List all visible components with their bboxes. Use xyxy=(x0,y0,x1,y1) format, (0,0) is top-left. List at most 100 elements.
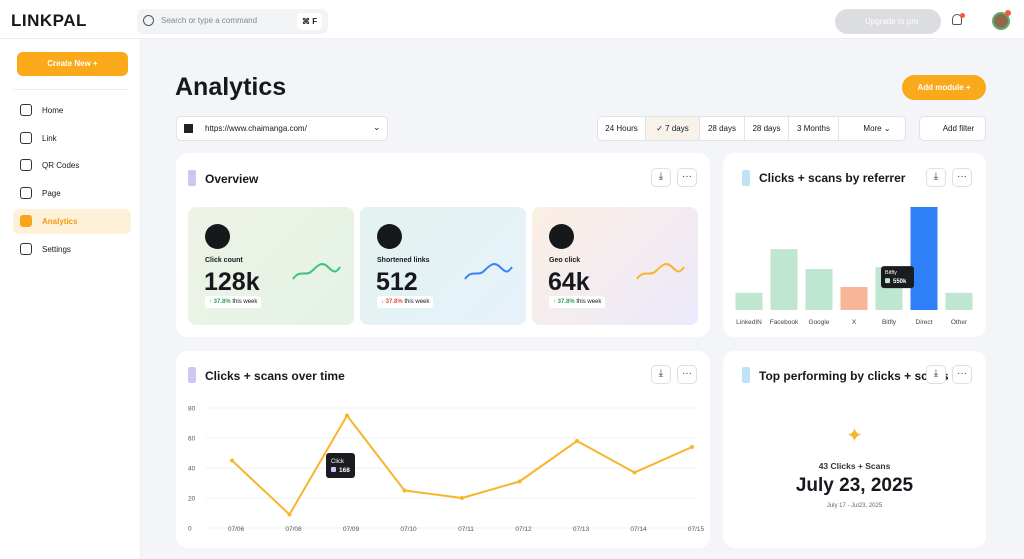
more-button[interactable]: More ⌄ xyxy=(838,116,906,141)
panel-mark xyxy=(742,367,750,383)
download-button[interactable]: ⤓ xyxy=(651,168,671,187)
nav-label: Analytics xyxy=(42,216,78,226)
panel-title: Clicks + scans by referrer xyxy=(759,171,906,185)
change-value: 37.8% xyxy=(213,299,231,305)
range-button[interactable]: 28 days xyxy=(699,116,745,141)
add-module-button[interactable]: Add module + xyxy=(902,75,986,100)
url: https://www.chaimanga.com/ xyxy=(205,124,307,133)
add-filter-button[interactable]: Add filter xyxy=(919,116,986,141)
card-icon xyxy=(549,224,574,249)
download-button[interactable]: ⤓ xyxy=(926,365,946,384)
card-value: 64k xyxy=(548,268,590,296)
url-select[interactable]: https://www.chaimanga.com/ ⌄ xyxy=(176,116,388,141)
point xyxy=(690,445,694,449)
badge xyxy=(960,13,965,18)
nav-icon xyxy=(20,187,32,200)
range-label: 3 Months xyxy=(797,124,830,133)
y-tick-label: 80 xyxy=(188,406,196,413)
timeline-panel: Clicks + scans over time ⤓ ··· 0 20 40 60 80… xyxy=(176,351,710,548)
nav-icon xyxy=(20,159,32,172)
y-tick-label: 60 xyxy=(188,436,196,443)
nav-icon xyxy=(20,104,32,116)
x-tick-label: 07/11 xyxy=(458,526,474,533)
point xyxy=(402,488,407,493)
change-period: this week xyxy=(576,299,602,305)
trend-arrow: ↓ xyxy=(381,299,386,305)
download-button[interactable]: ⤓ xyxy=(926,168,946,187)
sparkle-icon: ✦ xyxy=(846,425,863,447)
card-label: Geo click xyxy=(549,257,581,264)
add-filter-label: Add filter xyxy=(942,124,975,133)
tooltip-title: Bitfly xyxy=(885,270,897,276)
sparkline-path xyxy=(636,263,685,280)
nav-label: Home xyxy=(42,106,64,115)
sidebar: Create New + Home Link QR Codes Page Analyti… xyxy=(0,39,141,559)
x-tick-label: 07/15 xyxy=(688,526,705,533)
referrer-panel: Clicks + scans by referrer ⤓ ··· LinkedI… xyxy=(723,153,986,337)
range-button[interactable]: 28 days xyxy=(744,116,789,141)
x-tick-label: 07/08 xyxy=(285,526,302,533)
y-tick-label: 40 xyxy=(188,466,196,473)
point xyxy=(287,512,292,517)
nav-item[interactable]: Settings xyxy=(13,237,131,262)
referrer-chart: LinkedIN Facebook Google X Bitfly Direct Other… xyxy=(735,207,973,326)
point xyxy=(575,439,579,443)
tooltip-value: 168 xyxy=(339,467,350,474)
change-period: this week xyxy=(404,299,430,305)
nav-item[interactable]: Page xyxy=(13,181,131,206)
card-label: Click count xyxy=(205,257,243,264)
x-tick-label: 07/09 xyxy=(343,526,360,533)
x-tick-label: Bitfly xyxy=(882,319,897,326)
range-label: 24 Hours xyxy=(605,124,638,133)
more-button[interactable]: ··· xyxy=(677,168,697,187)
point xyxy=(632,470,637,475)
nav-item[interactable]: Link xyxy=(13,126,131,151)
panel-title: Overview xyxy=(205,172,259,186)
change-pill: ↓ 37.8% this week xyxy=(377,296,434,308)
tooltip xyxy=(326,453,355,478)
top-bar: LINKPAL Search or type a command ⌘ F Upg… xyxy=(0,0,1024,39)
nav-item[interactable]: Analytics xyxy=(13,208,131,234)
nav-item[interactable]: QR Codes xyxy=(13,153,131,178)
range-label: 7 days xyxy=(665,124,689,133)
logo[interactable]: LINKPAL xyxy=(11,11,87,30)
stat-card: Shortened links 512 ↓ 37.8% this week xyxy=(360,207,526,325)
x-tick-label: Direct xyxy=(916,319,933,326)
panel-title: Clicks + scans over time xyxy=(205,369,345,383)
nav-label: Link xyxy=(42,133,57,143)
chevron: ⌄ xyxy=(373,122,381,132)
x-tick-label: Google xyxy=(809,319,830,326)
change-pill: ↑ 37.8% this week xyxy=(205,296,262,308)
upgrade-button[interactable]: Upgrade to pro xyxy=(835,9,941,34)
create-button[interactable]: Create New + xyxy=(17,52,128,76)
range-button[interactable]: 3 Months xyxy=(788,116,839,141)
search[interactable]: Search or type a command ⌘ F xyxy=(137,9,328,34)
download-button[interactable]: ⤓ xyxy=(651,365,671,384)
avatar-badge xyxy=(1005,10,1011,16)
range-button[interactable]: ✓ 7 days xyxy=(645,116,700,141)
nav-label: Settings xyxy=(42,244,71,254)
more-button[interactable]: ··· xyxy=(952,168,972,187)
tooltip-swatch xyxy=(331,467,336,472)
panel-mark xyxy=(188,367,196,383)
more-button[interactable]: ··· xyxy=(952,365,972,384)
timeline-chart: 0 20 40 60 80 07/06 07/08 07/09 07/10 07/11 07/12 0… xyxy=(188,406,705,534)
card-value: 512 xyxy=(376,268,418,296)
range-button[interactable]: 24 Hours xyxy=(597,116,646,141)
card-icon xyxy=(205,224,230,249)
bell[interactable] xyxy=(952,14,962,25)
panel-title: Top performing by clicks + scans xyxy=(759,369,949,383)
y-tick-label: 0 xyxy=(188,526,192,533)
check-icon: ✓ xyxy=(656,124,666,133)
card-icon xyxy=(377,224,402,249)
trend-arrow: ↑ xyxy=(553,299,558,305)
avatar[interactable] xyxy=(992,12,1010,30)
change-period: this week xyxy=(232,299,258,305)
top-range: July 17 - Jul23, 2025 xyxy=(826,503,883,509)
nav-item[interactable]: Home xyxy=(13,98,131,123)
change-pill: ↑ 37.8% this week xyxy=(549,296,606,308)
more-button[interactable]: ··· xyxy=(677,365,697,384)
more-label: More xyxy=(863,124,882,133)
stat-card: Click count 128k ↑ 37.8% this week xyxy=(188,207,354,325)
top-panel: Top performing by clicks + scans ⤓ ··· ✦… xyxy=(723,351,986,548)
